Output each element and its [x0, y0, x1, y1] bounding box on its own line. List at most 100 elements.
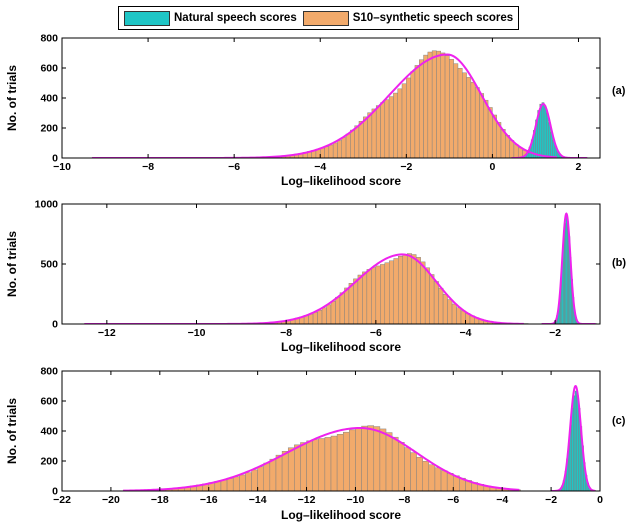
synthetic-bar	[357, 274, 363, 324]
synthetic-bar	[345, 133, 351, 158]
synthetic-bar	[379, 428, 387, 491]
natural-bar	[576, 395, 579, 491]
synthetic-bar	[462, 72, 467, 158]
synthetic-bar	[336, 434, 344, 491]
synthetic-bar	[335, 296, 341, 324]
x-tick-label: −4	[314, 161, 326, 173]
synthetic-bar	[401, 83, 407, 158]
legend-entry-synthetic: S10–synthetic speech scores	[302, 10, 514, 26]
synthetic-bar	[428, 464, 436, 491]
synthetic-bar	[320, 147, 325, 158]
y-tick-label: 400	[40, 426, 58, 438]
natural-fit-curve	[551, 384, 596, 491]
synthetic-bar	[321, 307, 327, 324]
synthetic-bar	[353, 278, 359, 324]
y-tick-label: 800	[40, 33, 58, 45]
x-tick-label: 0	[597, 494, 603, 506]
synthetic-bar	[318, 438, 326, 491]
x-tick-label: −2	[549, 327, 561, 339]
synthetic-bar	[505, 135, 510, 158]
synthetic-bar	[393, 258, 399, 324]
x-tick-label: −12	[98, 327, 116, 339]
synthetic-bar	[371, 267, 377, 324]
synthetic-bar	[281, 451, 289, 491]
synthetic-bar	[366, 269, 372, 324]
y-axis-title: No. of trials	[5, 65, 19, 131]
synthetic-bar	[375, 265, 381, 324]
synthetic-bar	[433, 281, 439, 324]
synthetic-bar	[341, 137, 347, 158]
synthetic-bar	[427, 51, 433, 158]
synthetic-bar	[375, 105, 381, 158]
y-tick-label: 500	[40, 259, 58, 271]
synthetic-bar	[251, 469, 258, 491]
plot-area	[84, 212, 598, 324]
legend: Natural speech scores S10–synthetic spee…	[118, 6, 520, 30]
plot-area	[91, 50, 588, 158]
synthetic-bar	[263, 462, 271, 491]
panel-label: (c)	[612, 415, 626, 427]
synthetic-bar	[470, 81, 476, 158]
synthetic-bar	[391, 436, 399, 491]
synthetic-bar	[406, 77, 411, 158]
synthetic-bar	[328, 144, 334, 158]
synthetic-bar	[436, 50, 441, 158]
y-tick-label: 0	[52, 153, 58, 165]
synthetic-bar	[406, 253, 412, 324]
synthetic-bar	[422, 460, 430, 491]
synthetic-bar	[398, 255, 403, 324]
x-axis-title: Log–likelihood score	[281, 508, 401, 522]
synthetic-bar	[220, 479, 228, 491]
axes-frame	[61, 37, 601, 159]
synthetic-bar	[423, 54, 429, 158]
y-axis-title: No. of trials	[5, 231, 19, 297]
synthetic-bar	[363, 116, 368, 158]
y-tick-label: 800	[40, 366, 58, 378]
synthetic-bar	[431, 50, 437, 158]
synthetic-bar	[402, 254, 408, 324]
panel-label: (a)	[612, 85, 626, 97]
synthetic-bar	[371, 108, 377, 158]
synthetic-bar	[337, 140, 342, 158]
synthetic-bar	[440, 470, 448, 491]
synthetic-bar	[362, 271, 368, 324]
x-tick-label: −10	[188, 327, 206, 339]
legend-label-synthetic: S10–synthetic speech scores	[352, 12, 514, 24]
x-tick-label: −10	[347, 494, 365, 506]
synthetic-bar	[306, 440, 313, 491]
synthetic-bar	[300, 442, 307, 491]
x-tick-label: −8	[142, 161, 154, 173]
synthetic-bar	[446, 473, 454, 491]
synthetic-bar	[350, 129, 355, 158]
y-tick-label: 0	[52, 319, 58, 331]
synthetic-bar	[330, 435, 338, 491]
x-axis-title: Log–likelihood score	[281, 174, 401, 188]
synthetic-bar	[388, 96, 394, 158]
synthetic-bar	[410, 452, 417, 491]
synthetic-bar	[411, 254, 417, 324]
synthetic-bar	[429, 274, 435, 324]
synthetic-bar	[384, 99, 390, 158]
synthetic-bar	[444, 55, 450, 158]
legend-swatch-natural	[124, 10, 170, 26]
synthetic-bar	[326, 304, 332, 324]
y-tick-label: 600	[40, 63, 58, 75]
synthetic-bar	[308, 313, 314, 324]
y-tick-label: 600	[40, 396, 58, 408]
x-tick-label: −8	[280, 327, 292, 339]
synthetic-bar	[275, 454, 283, 491]
synthetic-bar	[449, 59, 454, 158]
x-tick-label: −20	[102, 494, 120, 506]
synthetic-bar	[330, 301, 336, 324]
synthetic-bar	[239, 474, 246, 491]
synthetic-bar	[343, 431, 350, 491]
synthetic-bar	[232, 476, 240, 491]
synthetic-bar	[339, 292, 345, 324]
synthetic-bar	[384, 262, 390, 324]
x-tick-label: −6	[228, 161, 240, 173]
synthetic-bar	[397, 88, 403, 158]
synthetic-bar	[438, 287, 444, 324]
y-tick-label: 200	[40, 123, 58, 135]
synthetic-bar	[287, 447, 295, 491]
synthetic-bar	[373, 426, 381, 491]
